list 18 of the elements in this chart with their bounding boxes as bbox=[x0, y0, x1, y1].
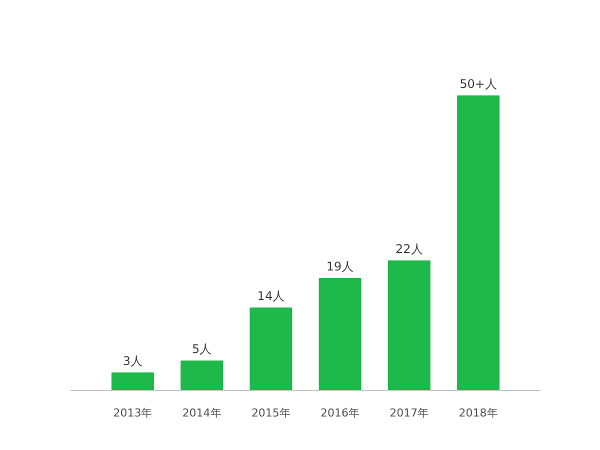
data-label: 22人 bbox=[396, 242, 423, 256]
x-tick-label: 2017年 bbox=[390, 406, 429, 420]
x-tick-label: 2015年 bbox=[251, 406, 290, 420]
x-tick-label: 2016年 bbox=[320, 406, 360, 420]
bar bbox=[250, 308, 292, 390]
data-label: 5人 bbox=[192, 342, 212, 356]
bar bbox=[180, 360, 224, 390]
bar bbox=[388, 260, 430, 390]
data-label: 50+人 bbox=[460, 76, 497, 91]
data-label: 19人 bbox=[326, 260, 354, 274]
bar bbox=[457, 95, 500, 390]
x-tick-label: 2014年 bbox=[182, 406, 222, 420]
bar bbox=[318, 278, 362, 390]
x-tick-label: 2018年 bbox=[458, 406, 498, 420]
x-tick-label: 2013年 bbox=[113, 406, 152, 420]
data-label: 14人 bbox=[257, 289, 285, 303]
bar bbox=[111, 372, 154, 390]
data-label: 3人 bbox=[122, 354, 143, 368]
